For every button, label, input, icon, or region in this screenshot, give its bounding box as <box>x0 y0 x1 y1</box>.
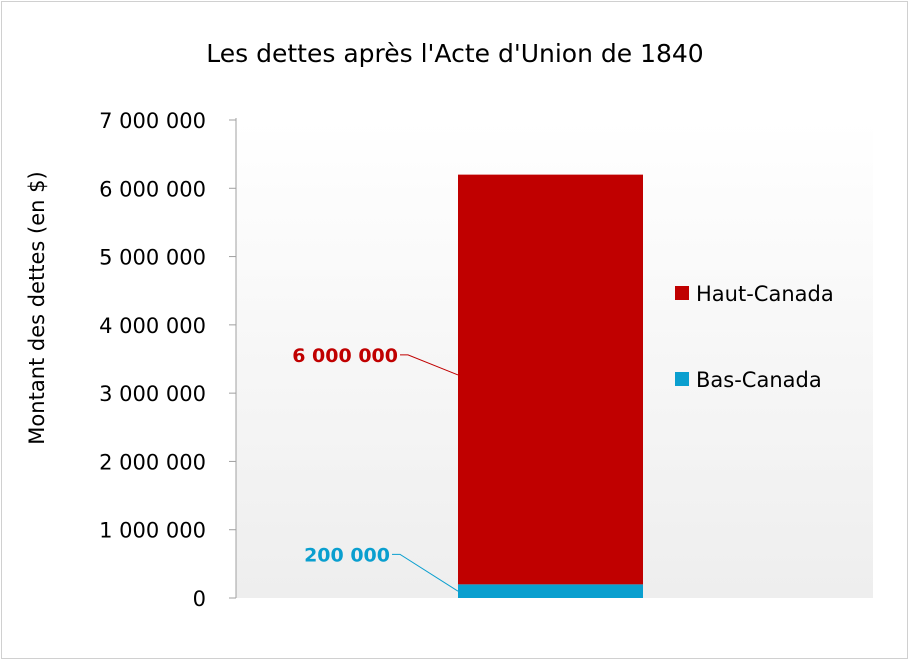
legend: Haut-Canada Bas-Canada <box>675 282 834 392</box>
data-label-leaders <box>392 354 459 592</box>
leader-line-haut-canada <box>400 354 459 376</box>
data-label-bas-canada: 200 000 <box>304 544 390 566</box>
data-labels: 200 000 6 000 000 <box>292 345 398 566</box>
y-tick-label: 6 000 000 <box>99 177 206 201</box>
y-tick-label: 5 000 000 <box>99 246 206 270</box>
chart-title: Les dettes après l'Acte d'Union de 1840 <box>206 39 703 68</box>
y-tick-label: 4 000 000 <box>99 314 206 338</box>
y-tick-label: 1 000 000 <box>99 519 206 543</box>
legend-swatch-haut-canada <box>675 286 689 300</box>
y-tick-label: 2 000 000 <box>99 450 206 474</box>
bar-segment-bas-canada <box>458 584 643 598</box>
legend-label-bas-canada: Bas-Canada <box>696 368 822 392</box>
y-tick-label: 3 000 000 <box>99 382 206 406</box>
y-axis-ticks: 0 1 000 000 2 000 000 3 000 000 4 000 000 5 0… <box>99 109 236 611</box>
legend-swatch-bas-canada <box>675 372 689 386</box>
y-tick-label: 7 000 000 <box>99 109 206 133</box>
y-axis-label: Montant des dettes (en $) <box>25 171 49 444</box>
leader-line-bas-canada <box>392 553 459 592</box>
bars <box>458 174 643 598</box>
y-tick-label: 0 <box>193 587 206 611</box>
bar-segment-haut-canada <box>458 174 643 585</box>
data-label-haut-canada: 6 000 000 <box>292 345 398 367</box>
legend-label-haut-canada: Haut-Canada <box>696 282 834 306</box>
